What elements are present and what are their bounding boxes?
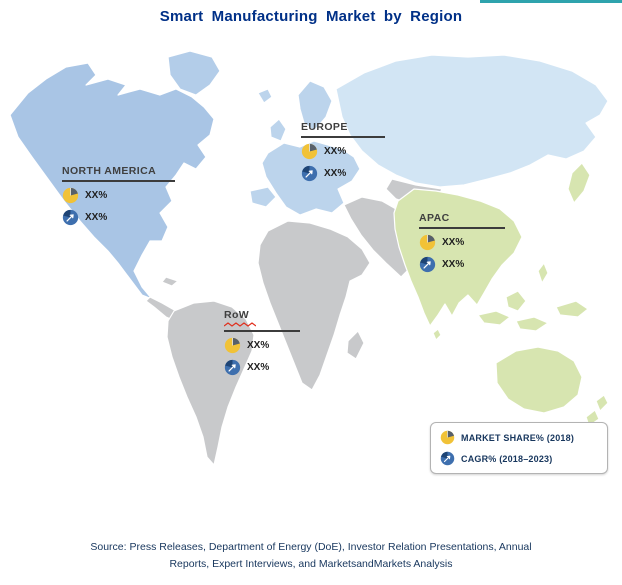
landmass-caribbean [161, 276, 179, 287]
region-label-europe: EUROPE [301, 121, 348, 133]
region-marker-north-america: NORTH AMERICA XX% XX% [62, 165, 175, 226]
landmass-uk [269, 118, 287, 142]
legend-row-cagr: CAGR% (2018–2023) [440, 451, 598, 466]
cagr-pie-icon [301, 165, 318, 182]
source-line-2: Reports, Expert Interviews, and Marketsa… [169, 558, 453, 571]
market-share-pie-icon [419, 234, 436, 251]
source-line-1: Source: Press Releases, Department of En… [90, 541, 532, 554]
landmass-australia [495, 346, 583, 414]
region-underline [419, 227, 505, 229]
landmass-borneo [505, 290, 527, 312]
landmass-iceland [257, 88, 273, 104]
region-marker-apac: APAC XX% XX% [419, 212, 505, 273]
legend-market-share-label: MARKET SHARE% (2018) [461, 432, 575, 443]
landmass-philippines [537, 262, 549, 284]
region-underline [62, 180, 175, 182]
cagr-pie-icon [419, 256, 436, 273]
region-label-row: RoW [224, 309, 250, 321]
region-marker-europe: EUROPE XX% XX% [301, 121, 385, 182]
legend-cagr-label: CAGR% (2018–2023) [461, 453, 553, 464]
market-share-pie-icon [440, 430, 455, 445]
market-share-pie-icon [224, 337, 241, 354]
page-title: Smart Manufacturing Market by Region [159, 8, 463, 25]
region-label-apac: APAC [419, 212, 450, 224]
region-underline [224, 330, 300, 332]
cagr-row: XX% [62, 209, 175, 226]
legend-box: MARKET SHARE% (2018) CAGR% (2018–2023) [430, 422, 608, 474]
market-share-value: XX% [324, 146, 347, 157]
cagr-value: XX% [324, 168, 347, 179]
market-share-value: XX% [85, 190, 108, 201]
landmass-new-guinea [555, 300, 589, 318]
market-share-value: XX% [442, 237, 465, 248]
market-share-pie-icon [301, 143, 318, 160]
landmass-sri-lanka [432, 328, 442, 341]
market-share-row: XX% [224, 337, 300, 354]
cagr-pie-icon [62, 209, 79, 226]
region-underline [301, 136, 385, 138]
cagr-pie-icon [440, 451, 455, 466]
landmass-indonesia-east [515, 316, 549, 332]
market-share-row: XX% [301, 143, 385, 160]
legend-row-market-share: MARKET SHARE% (2018) [440, 430, 598, 445]
market-share-pie-icon [62, 187, 79, 204]
landmass-apac-mainland [393, 188, 523, 327]
cagr-pie-icon [224, 359, 241, 376]
red-squiggle-underline [224, 322, 256, 327]
landmass-indonesia-west [477, 310, 511, 326]
cagr-value: XX% [247, 362, 270, 373]
landmass-russia-north-asia [335, 54, 609, 188]
region-marker-row: RoW XX% XX% [224, 309, 300, 376]
region-label-north-america: NORTH AMERICA [62, 165, 157, 177]
cagr-value: XX% [442, 259, 465, 270]
landmass-madagascar [346, 330, 365, 360]
market-share-value: XX% [247, 340, 270, 351]
landmass-iberia [249, 186, 277, 208]
cagr-row: XX% [419, 256, 505, 273]
market-share-row: XX% [62, 187, 175, 204]
landmass-africa [257, 220, 371, 391]
top-accent-line [480, 0, 622, 3]
cagr-row: XX% [301, 165, 385, 182]
landmass-greenland [167, 50, 221, 96]
landmass-new-zealand-north [595, 394, 609, 412]
source-note: Source: Press Releases, Department of En… [0, 539, 622, 573]
landmass-japan [567, 162, 591, 204]
cagr-value: XX% [85, 212, 108, 223]
market-share-row: XX% [419, 234, 505, 251]
cagr-row: XX% [224, 359, 300, 376]
landmass-scandinavia [297, 80, 333, 132]
